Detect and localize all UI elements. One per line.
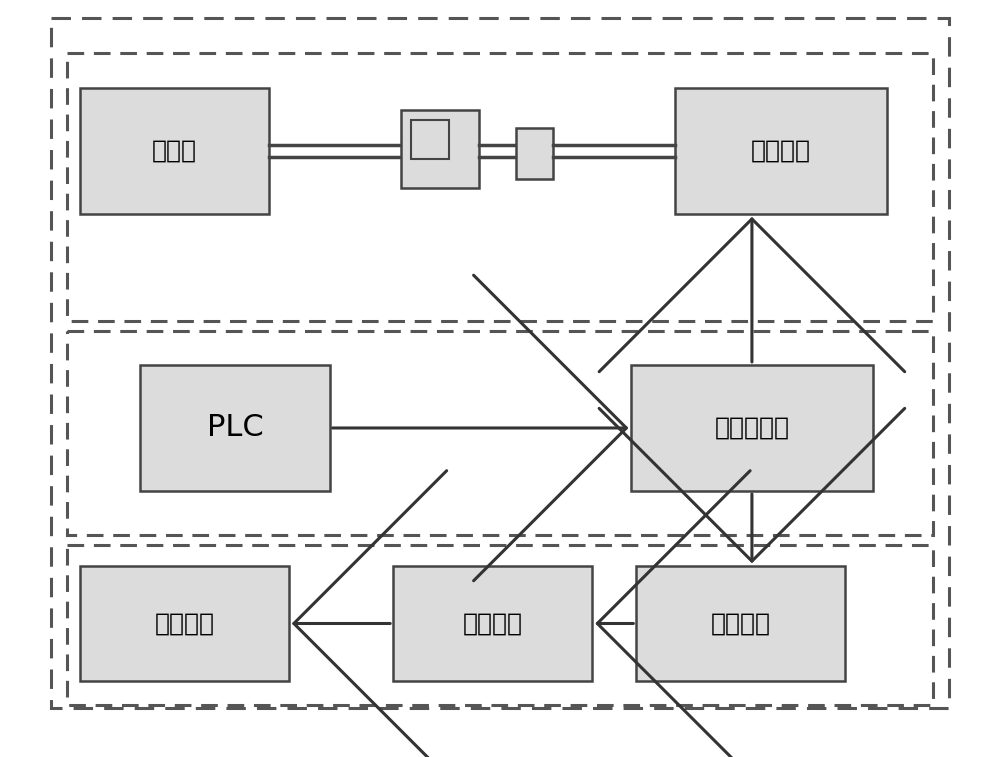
Bar	[67, 331, 933, 535]
Text: 供水阀门: 供水阀门	[154, 612, 214, 635]
Bar	[516, 129, 553, 179]
Text: 送料机: 送料机	[152, 139, 197, 163]
Bar	[80, 566, 289, 681]
Bar	[636, 566, 845, 681]
Bar	[67, 545, 933, 706]
Bar	[67, 54, 933, 321]
Text: 传动机构: 传动机构	[463, 612, 523, 635]
Bar	[675, 88, 887, 214]
Bar	[80, 88, 269, 214]
Text: PLC: PLC	[207, 413, 263, 443]
Text: 伺服驱动器: 伺服驱动器	[714, 416, 789, 440]
Bar	[393, 566, 592, 681]
Bar	[411, 120, 449, 158]
Text: 伺服电机: 伺服电机	[711, 612, 771, 635]
Bar	[140, 365, 330, 491]
Text: 伺服电机: 伺服电机	[751, 139, 811, 163]
Bar	[401, 110, 479, 188]
Bar	[631, 365, 873, 491]
